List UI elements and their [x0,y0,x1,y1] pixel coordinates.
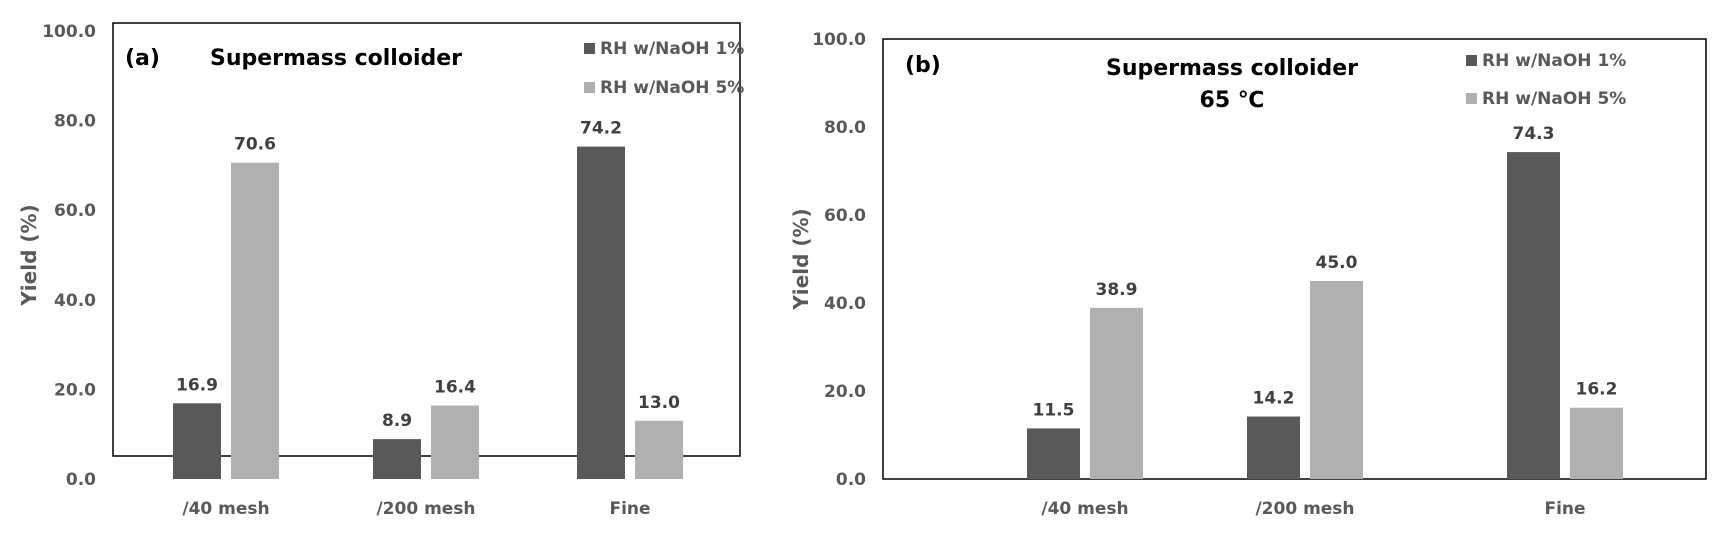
y-tick-label: 40.0 [54,291,96,311]
data-label: 74.2 [580,119,622,139]
y-tick-label: 80.0 [824,118,866,138]
data-label: 74.3 [1513,124,1555,144]
data-label: 8.9 [382,411,412,431]
chart-panel-b: 0.0 20.0 40.0 60.0 80.0 100.0 Yield (%) /40 mes… [789,30,1707,519]
y-tick-label: 0.0 [66,470,96,490]
legend-label: RH w/NaOH 5% [600,78,744,98]
legend-swatch [1466,93,1477,104]
bar-naoh-5pct [635,420,683,479]
bar-naoh-5pct [431,405,479,479]
chart-title: Supermass colloider [210,46,462,71]
data-label: 38.9 [1096,280,1138,300]
data-label: 11.5 [1033,400,1075,420]
x-tick-label: /40 mesh [1041,499,1128,519]
x-tick-label: /200 mesh [376,499,475,519]
bar-naoh-5pct [1570,407,1623,479]
bar-naoh-5pct [1090,307,1143,479]
y-tick-label: 20.0 [54,380,96,400]
bar-naoh-1pct [577,146,625,480]
y-axis-label: Yield (%) [789,208,813,310]
legend-swatch [584,43,595,54]
bar-naoh-5pct [231,162,279,479]
data-label: 14.2 [1253,389,1295,409]
legend-swatch [1466,55,1477,66]
bar-naoh-1pct [373,439,421,479]
y-tick-label: 60.0 [54,201,96,221]
legend-swatch [584,82,595,93]
data-label: 16.4 [434,378,476,398]
y-tick-label: 40.0 [824,294,866,314]
y-axis-label: Yield (%) [17,204,41,306]
chart-title: 65 ℃ [1200,88,1265,113]
x-tick-label: /200 mesh [1255,499,1354,519]
bar-naoh-1pct [1027,428,1080,479]
data-label: 45.0 [1316,253,1358,273]
y-tick-label: 60.0 [824,206,866,226]
panel-label: (b) [905,53,941,78]
x-tick-label: /40 mesh [182,499,269,519]
y-tick-label: 100.0 [42,22,96,42]
x-tick-label: Fine [1544,499,1585,519]
legend-label: RH w/NaOH 1% [1482,51,1626,71]
legend-label: RH w/NaOH 5% [1482,89,1626,109]
plot-frame [112,22,741,457]
data-label: 13.0 [638,393,680,413]
data-label: 16.9 [176,375,218,395]
data-label: 70.6 [234,135,276,155]
bar-naoh-5pct [1310,281,1363,479]
y-tick-label: 20.0 [824,382,866,402]
chart-panel-a: 0.0 20.0 40.0 60.0 80.0 100.0 Yield (%) /40 mes… [17,22,744,519]
x-tick-label: Fine [609,499,650,519]
legend-label: RH w/NaOH 1% [600,39,744,59]
data-label: 16.2 [1576,380,1618,400]
bar-naoh-1pct [1247,416,1300,479]
bar-naoh-1pct [173,403,221,479]
panel-label: (a) [125,46,160,71]
bar-naoh-1pct [1507,152,1560,479]
y-tick-label: 80.0 [54,112,96,132]
chart-title: Supermass colloider [1106,56,1358,81]
y-tick-label: 100.0 [812,30,866,50]
y-tick-label: 0.0 [836,470,866,490]
